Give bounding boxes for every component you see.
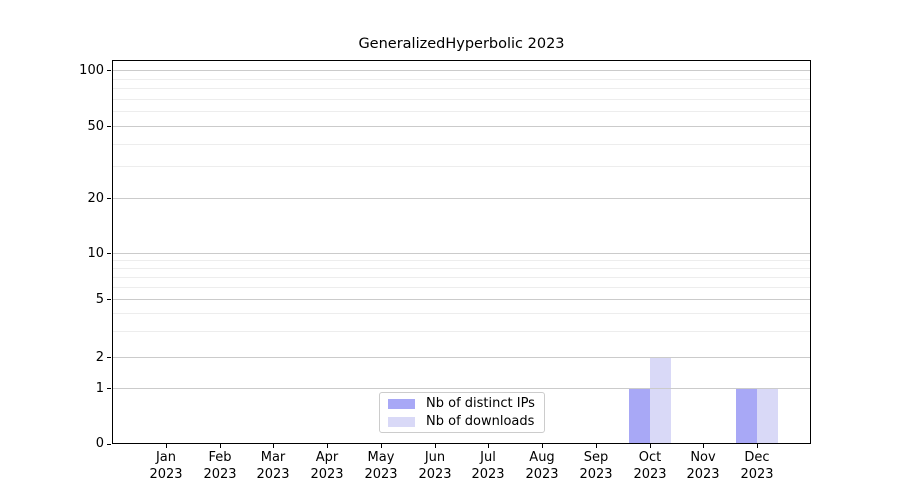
gridline-major — [112, 388, 811, 389]
y-tick-mark — [107, 198, 111, 199]
x-tick-label: Oct 2023 — [633, 450, 667, 482]
x-tick-mark — [757, 444, 758, 448]
legend-label-distinct-ips: Nb of distinct IPs — [426, 396, 535, 411]
x-tick-mark — [381, 444, 382, 448]
y-tick-label: 20 — [87, 191, 104, 206]
plot-area — [112, 60, 811, 444]
y-tick-label: 5 — [95, 292, 104, 307]
x-tick-label: Jun 2023 — [418, 450, 452, 482]
y-tick-label: 100 — [79, 63, 104, 78]
y-tick-mark — [107, 253, 111, 254]
x-tick-mark — [166, 444, 167, 448]
x-tick-label: Jan 2023 — [149, 450, 183, 482]
gridline-major — [112, 253, 811, 254]
bar-distinct-ips-oct — [629, 388, 650, 444]
gridline-major — [112, 357, 811, 358]
x-tick-label: Sep 2023 — [579, 450, 613, 482]
y-tick-label: 0 — [95, 436, 104, 451]
x-tick-label: Aug 2023 — [525, 450, 559, 482]
gridline-minor — [112, 331, 811, 332]
x-tick-mark — [703, 444, 704, 448]
x-tick-label: Jul 2023 — [471, 450, 505, 482]
gridline-major — [112, 198, 811, 199]
legend-swatch-distinct-ips — [388, 398, 415, 409]
gridline-major — [112, 299, 811, 300]
y-tick-mark — [107, 126, 111, 127]
x-tick-label: Apr 2023 — [310, 450, 344, 482]
x-tick-mark — [327, 444, 328, 448]
gridline-minor — [112, 313, 811, 314]
x-tick-mark — [273, 444, 274, 448]
gridline-minor — [112, 79, 811, 80]
bar-downloads-dec — [757, 388, 778, 444]
gridline-minor — [112, 144, 811, 145]
gridline-minor — [112, 99, 811, 100]
legend-label-downloads: Nb of downloads — [426, 414, 535, 429]
gridline-major — [112, 70, 811, 71]
y-tick-label: 50 — [87, 119, 104, 134]
x-tick-label: Mar 2023 — [256, 450, 290, 482]
gridline-minor — [112, 111, 811, 112]
x-tick-mark — [488, 444, 489, 448]
y-tick-mark — [107, 357, 111, 358]
y-tick-label: 10 — [87, 246, 104, 261]
y-tick-mark — [107, 70, 111, 71]
x-tick-label: May 2023 — [364, 450, 398, 482]
gridline-major — [112, 126, 811, 127]
gridline-minor — [112, 277, 811, 278]
x-tick-label: Dec 2023 — [740, 450, 774, 482]
legend-item-distinct-ips: Nb of distinct IPs — [388, 396, 536, 411]
x-tick-mark — [435, 444, 436, 448]
gridline-minor — [112, 88, 811, 89]
gridline-minor — [112, 166, 811, 167]
y-tick-label: 2 — [95, 350, 104, 365]
y-tick-mark — [107, 388, 111, 389]
x-tick-mark — [596, 444, 597, 448]
x-tick-mark — [650, 444, 651, 448]
y-tick-mark — [107, 299, 111, 300]
y-tick-mark — [107, 444, 111, 445]
chart-title: GeneralizedHyperbolic 2023 — [358, 36, 565, 52]
y-tick-label: 1 — [95, 381, 104, 396]
gridline-minor — [112, 268, 811, 269]
x-tick-mark — [220, 444, 221, 448]
bar-downloads-oct — [650, 357, 671, 444]
legend: Nb of distinct IPs Nb of downloads — [379, 392, 545, 433]
x-tick-label: Feb 2023 — [203, 450, 237, 482]
legend-item-downloads: Nb of downloads — [388, 414, 536, 429]
gridline-minor — [112, 287, 811, 288]
x-tick-label: Nov 2023 — [686, 450, 720, 482]
gridline-minor — [112, 260, 811, 261]
legend-swatch-downloads — [388, 416, 415, 427]
x-tick-mark — [542, 444, 543, 448]
bar-distinct-ips-dec — [736, 388, 757, 444]
